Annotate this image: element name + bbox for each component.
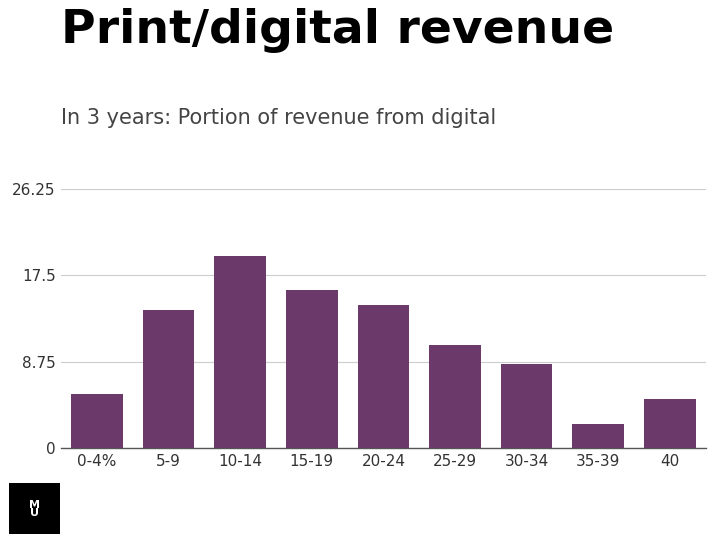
Text: rji: rji bbox=[282, 489, 320, 519]
Text: In 3 years: Portion of revenue from digital: In 3 years: Portion of revenue from digi… bbox=[61, 108, 497, 128]
Bar bbox=[71, 394, 123, 448]
Bar bbox=[358, 305, 409, 448]
FancyBboxPatch shape bbox=[9, 483, 60, 535]
Bar bbox=[572, 423, 624, 448]
Text: M
U: M U bbox=[29, 500, 40, 518]
Bar bbox=[143, 310, 194, 448]
Text: reynolds journalism institute: reynolds journalism institute bbox=[323, 518, 452, 527]
Text: University of Missouri: University of Missouri bbox=[76, 504, 188, 514]
Bar bbox=[215, 255, 266, 448]
Bar bbox=[501, 364, 552, 448]
Bar bbox=[644, 399, 696, 448]
Bar bbox=[429, 345, 481, 448]
Bar bbox=[286, 290, 338, 448]
Text: donald w.: donald w. bbox=[323, 492, 363, 502]
Text: Print/digital revenue: Print/digital revenue bbox=[61, 8, 614, 53]
Text: Missouri School of Journalism: Missouri School of Journalism bbox=[557, 504, 709, 514]
